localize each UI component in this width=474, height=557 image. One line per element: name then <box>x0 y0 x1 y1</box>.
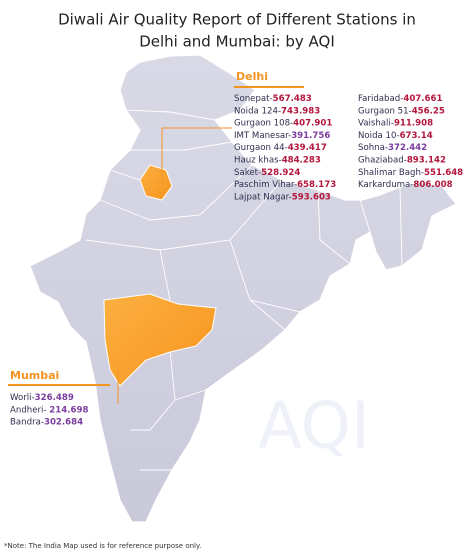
section-title: Delhi <box>236 70 268 83</box>
station-entry: Faridabad-407.661 <box>358 94 443 104</box>
station-name: Sonepat- <box>234 94 273 104</box>
station-name: IMT Manesar- <box>234 130 291 140</box>
station-entry: Hauz khas-484.283 <box>234 155 321 165</box>
title: Diwali Air Quality Report of Different S… <box>58 11 416 29</box>
station-aqi: 407.661 <box>403 94 442 104</box>
station-entry: Gurgaon 44-439.417 <box>234 143 327 153</box>
station-entry: Sonepat-567.483 <box>234 94 312 104</box>
station-aqi: 528.924 <box>261 167 300 177</box>
content: Diwali Air Quality Report of Different S… <box>4 11 463 551</box>
station-aqi: 551.648 <box>424 167 463 177</box>
station-aqi: 214.698 <box>49 405 88 415</box>
title: Delhi and Mumbai: by AQI <box>139 33 335 51</box>
station-name: Hauz khas- <box>234 155 282 165</box>
station-entry: Lajpat Nagar-593.603 <box>234 192 331 202</box>
section-title: Mumbai <box>10 369 59 382</box>
station-aqi: 806.008 <box>413 180 452 190</box>
footnote: *Note: The India Map used is for referen… <box>4 542 201 550</box>
station-name: Andheri- <box>10 405 49 415</box>
station-entry: Noida 10-673.14 <box>358 130 433 140</box>
station-aqi: 326.489 <box>35 393 74 403</box>
station-entry: IMT Manesar-391.756 <box>234 130 330 140</box>
station-name: Bandra- <box>10 417 44 427</box>
station-aqi: 893.142 <box>407 155 446 165</box>
station-name: Worli- <box>10 393 35 403</box>
state-borders <box>85 109 403 471</box>
station-name: Gurgaon 51- <box>358 106 412 116</box>
station-name: Vaishali- <box>358 118 394 128</box>
station-name: Gurgaon 108- <box>234 118 293 128</box>
station-name: Faridabad- <box>358 94 403 104</box>
delhi-region <box>139 164 173 201</box>
watermark: AQI <box>258 390 370 464</box>
delhi-connector <box>161 127 232 183</box>
station-name: Paschim Vihar- <box>234 180 297 190</box>
station-aqi: 673.14 <box>400 130 433 140</box>
station-name: Karkarduma- <box>358 180 413 190</box>
station-aqi: 593.603 <box>292 192 331 202</box>
station-name: Shalimar Bagh- <box>358 167 424 177</box>
station-entry: Shalimar Bagh-551.648 <box>358 167 463 177</box>
station-entry: Vaishali-911.908 <box>358 118 433 128</box>
station-name: Ghaziabad- <box>358 155 407 165</box>
station-name: Noida 10- <box>358 130 400 140</box>
station-aqi: 658.173 <box>297 180 336 190</box>
station-entry: Worli-326.489 <box>10 393 74 403</box>
station-aqi: 407.901 <box>293 118 332 128</box>
station-entry: Bandra-302.684 <box>10 417 83 427</box>
station-entry: Gurgaon 51-456.25 <box>358 106 445 116</box>
station-aqi: 372.442 <box>388 143 427 153</box>
station-entry: Karkarduma-806.008 <box>358 180 453 190</box>
station-aqi: 391.756 <box>291 130 330 140</box>
station-entry: Ghaziabad-893.142 <box>358 155 446 165</box>
station-aqi: 911.908 <box>394 118 433 128</box>
station-entry: Saket-528.924 <box>234 167 300 177</box>
station-name: Lajpat Nagar- <box>234 192 292 202</box>
station-entry: Gurgaon 108-407.901 <box>234 118 332 128</box>
station-aqi: 302.684 <box>44 417 83 427</box>
station-entry: Sohna-372.442 <box>358 143 427 153</box>
station-aqi: 743.983 <box>281 106 320 116</box>
maharashtra <box>103 293 217 387</box>
station-name: Noida 124- <box>234 106 281 116</box>
station-entry: Andheri- 214.698 <box>10 405 88 415</box>
station-aqi: 456.25 <box>412 106 445 116</box>
station-entry: Paschim Vihar-658.173 <box>234 180 336 190</box>
station-entry: Noida 124-743.983 <box>234 106 320 116</box>
station-aqi: 439.417 <box>288 143 327 153</box>
station-aqi: 484.283 <box>282 155 321 165</box>
station-aqi: 567.483 <box>273 94 312 104</box>
station-name: Gurgaon 44- <box>234 143 288 153</box>
station-name: Saket- <box>234 167 261 177</box>
station-name: Sohna- <box>358 143 388 153</box>
